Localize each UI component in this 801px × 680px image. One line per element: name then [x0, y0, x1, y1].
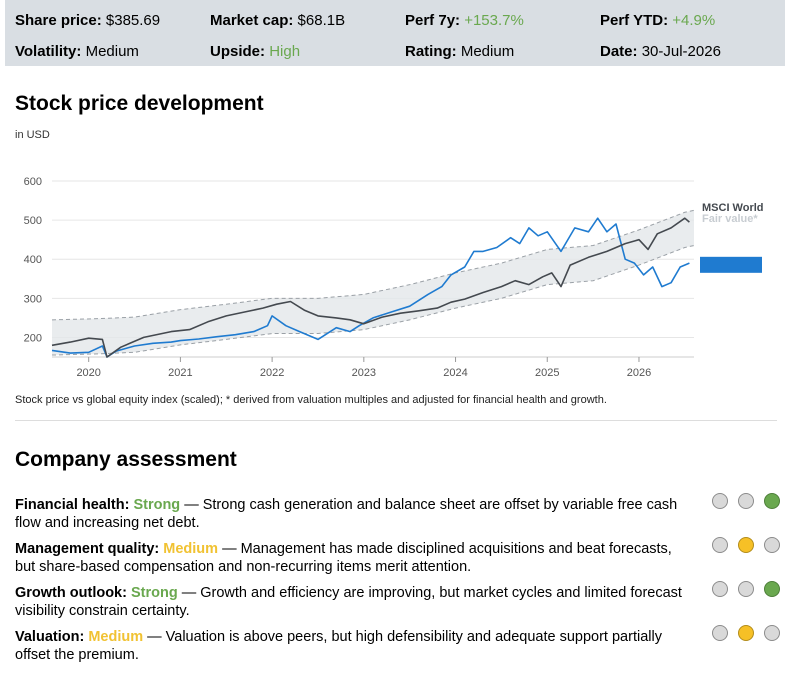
- y-tick-label: 300: [24, 293, 42, 305]
- rating-dots-valuation: [712, 625, 782, 643]
- rating-dot: [738, 625, 754, 641]
- stat-volatility: Volatility: Medium: [15, 43, 139, 60]
- series-line-stock-price: [51, 217, 690, 358]
- fair-value-band-upper: [51, 209, 695, 321]
- assessment-title: Company assessment: [15, 448, 237, 471]
- stock-price-chart: 200 300 400 500 600 2020 2021 2022 2023 2024 2025 2…: [24, 176, 764, 379]
- current-price-marker: [700, 256, 762, 273]
- rating-dot: [712, 537, 728, 553]
- rating-dot: [764, 581, 780, 597]
- y-tick-label: 200: [24, 332, 42, 344]
- rating-dots-growth-outlook: [712, 581, 782, 599]
- chart-unit-label: in USD: [15, 129, 50, 141]
- section-divider: [15, 420, 777, 421]
- assessment-management-quality: Management quality: Medium — Management …: [15, 541, 672, 575]
- series-line-msci-world: [51, 217, 690, 358]
- chart-caption: Stock price vs global equity index (scal…: [15, 394, 607, 406]
- rating-value: Medium: [163, 541, 219, 557]
- chart-section-title: Stock price development: [15, 92, 264, 115]
- rating-dot: [712, 581, 728, 597]
- rating-dot: [738, 493, 754, 509]
- rating-dot: [738, 581, 754, 597]
- rating-dot: [712, 493, 728, 509]
- legend-msci-world: MSCI World: [702, 202, 764, 214]
- fair-value-band: [52, 210, 694, 356]
- stat-share-price: Share price: $385.69: [15, 12, 161, 29]
- stat-upside: Upside: High: [210, 43, 301, 60]
- fair-value-band-lower: [51, 245, 695, 356]
- stat-market-cap: Market cap: $68.1B: [210, 12, 346, 29]
- rating-dot: [764, 493, 780, 509]
- assessment-valuation: Valuation: Medium — Valuation is above p…: [15, 629, 662, 663]
- rating-value: Strong: [130, 585, 178, 601]
- rating-dot: [738, 537, 754, 553]
- rating-dots-management-quality: [712, 537, 782, 555]
- x-tick-label: 2025: [535, 367, 559, 379]
- rating-dot: [764, 537, 780, 553]
- assessment-financial-health: Financial health: Strong — Strong cash g…: [15, 497, 678, 531]
- stat-rating: Rating: Medium: [405, 43, 515, 60]
- rating-dot: [712, 625, 728, 641]
- rating-value: Medium: [88, 629, 144, 645]
- x-tick-label: 2020: [76, 367, 100, 379]
- stat-perf-7y: Perf 7y: +153.7%: [405, 12, 524, 29]
- y-tick-label: 600: [24, 176, 42, 188]
- stat-perf-ytd: Perf YTD: +4.9%: [600, 12, 716, 29]
- x-tick-label: 2024: [443, 367, 467, 379]
- x-tick-label: 2026: [627, 367, 651, 379]
- y-tick-label: 500: [24, 215, 42, 227]
- rating-dots-financial-health: [712, 493, 782, 511]
- rating-value: Strong: [133, 497, 181, 513]
- assessment-growth-outlook: Growth outlook: Strong — Growth and effi…: [15, 585, 682, 619]
- stat-date: Date: 30-Jul-2026: [600, 43, 721, 60]
- x-tick-label: 2022: [260, 367, 284, 379]
- legend-fair-value: Fair value*: [702, 213, 758, 225]
- x-tick-label: 2021: [168, 367, 192, 379]
- stats-bar: Share price: $385.69 Market cap: $68.1B …: [5, 0, 785, 66]
- rating-dot: [764, 625, 780, 641]
- x-tick-label: 2023: [352, 367, 376, 379]
- y-tick-label: 400: [24, 254, 42, 266]
